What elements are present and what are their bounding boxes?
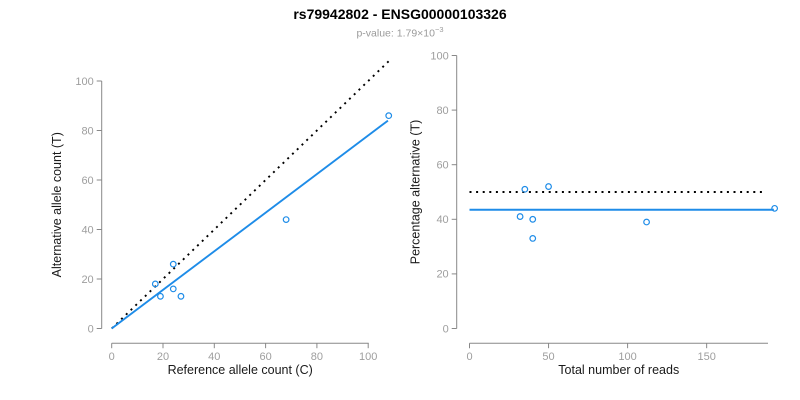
x-tick-label: 100 <box>618 351 636 363</box>
data-point <box>177 292 185 300</box>
data-point <box>771 204 779 212</box>
y-tick-label: 0 <box>443 323 449 335</box>
y-tick-label: 20 <box>436 269 448 281</box>
y-tick-label: 40 <box>436 214 448 226</box>
identity-line <box>111 59 391 330</box>
y-tick-label: 60 <box>81 175 93 187</box>
x-tick-label: 150 <box>697 351 715 363</box>
data-point <box>516 213 524 220</box>
data-point <box>157 292 164 300</box>
data-point <box>385 112 393 120</box>
y-tick-label: 40 <box>81 224 93 236</box>
data-point <box>169 260 177 268</box>
x-tick-label: 0 <box>466 351 472 363</box>
x-tick-label: 80 <box>311 351 323 363</box>
figure-subtitle: p-value: 1.79×10−3 <box>0 25 800 40</box>
data-point <box>529 235 537 242</box>
figure-title: rs79942802 - ENSG00000103326 <box>293 6 507 22</box>
figure-header: rs79942802 - ENSG00000103326 p-value: 1.… <box>0 0 800 40</box>
y-tick-label: 80 <box>436 105 448 117</box>
pvalue-exponent: −3 <box>434 25 444 34</box>
fit-line <box>111 119 389 330</box>
x-axis-title: Total number of reads <box>558 363 679 377</box>
data-point <box>529 215 537 223</box>
data-point <box>643 218 650 226</box>
data-point <box>151 280 159 288</box>
data-point <box>282 216 290 224</box>
y-tick-label: 100 <box>430 50 448 62</box>
y-tick-label: 20 <box>81 274 93 286</box>
y-axis-title: Alternative allele count (T) <box>50 132 64 277</box>
y-tick-label: 60 <box>436 160 448 172</box>
x-tick-label: 50 <box>542 351 554 363</box>
y-axis-title: Percentage alternative (T) <box>409 120 423 265</box>
x-tick-label: 60 <box>259 351 271 363</box>
y-tick-label: 100 <box>75 76 93 88</box>
y-tick-label: 80 <box>81 125 93 137</box>
data-point <box>169 285 177 293</box>
x-tick-label: 40 <box>208 351 220 363</box>
x-axis-title: Reference allele count (C) <box>168 363 313 377</box>
x-tick-label: 20 <box>157 351 169 363</box>
y-tick-label: 0 <box>88 323 94 335</box>
data-point <box>545 183 552 190</box>
x-tick-label: 0 <box>109 351 115 363</box>
data-point <box>521 185 529 193</box>
pvalue-text: p-value: 1.79×10 <box>356 27 435 40</box>
x-tick-label: 100 <box>359 351 377 363</box>
